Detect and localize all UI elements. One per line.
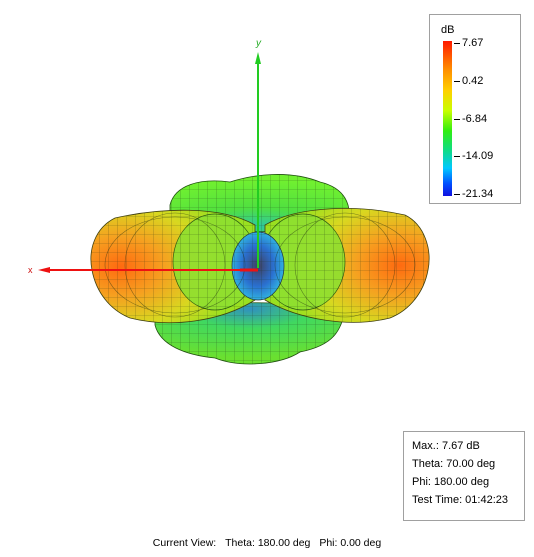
current-view-phi: Phi: 0.00 deg [319,537,382,549]
current-view-theta: Theta: 180.00 deg [225,537,311,549]
max-gain-text: Max.: 7.67 dB [412,440,480,452]
y-axis-arrow [255,52,261,64]
legend-unit-label: dB [441,24,455,36]
color-scale-legend: dB 7.67 0.42 -6.84 -14.09 -21.34 [429,14,521,204]
theta-text: Theta: 70.00 deg [412,458,496,470]
phi-text: Phi: 180.00 deg [412,476,490,488]
legend-color-bar [443,41,452,196]
legend-tick [454,194,460,195]
y-axis-label: y [255,38,262,49]
legend-tick [454,43,460,44]
legend-value: -6.84 [462,113,488,125]
measurement-info-box: Max.: 7.67 dB Theta: 70.00 deg Phi: 180.… [403,431,525,521]
legend-value: 0.42 [462,75,484,87]
legend-tick [454,119,460,120]
x-axis-label: x [28,265,33,275]
legend-value-max: 7.67 [462,37,484,49]
test-time-text: Test Time: 01:42:23 [412,494,508,506]
legend-value: -14.09 [462,150,494,162]
current-view-label: Current View: [152,537,217,549]
legend-tick [454,156,460,157]
legend-value-min: -21.34 [462,188,494,200]
x-axis-arrow [38,267,50,273]
legend-tick [454,81,460,82]
current-view-status: Current View: Theta: 180.00 deg Phi: 0.0… [0,537,534,549]
